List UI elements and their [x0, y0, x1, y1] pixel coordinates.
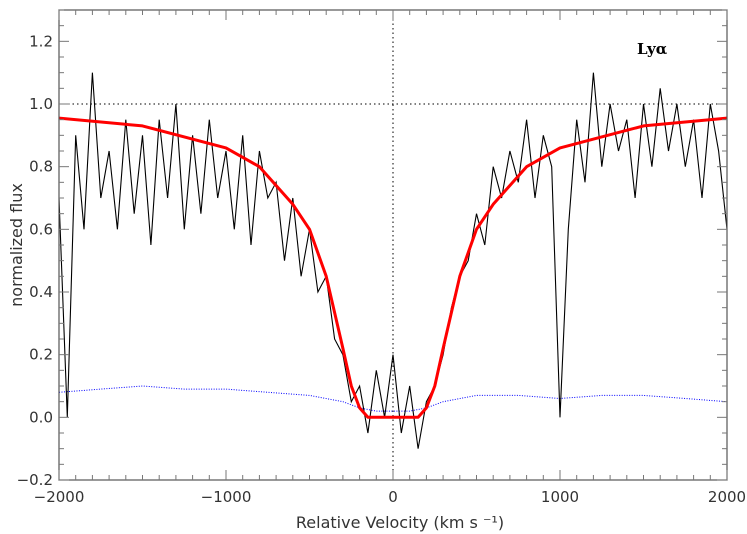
y-tick-label: 0.0: [29, 408, 53, 426]
y-tick-label: 0.6: [29, 220, 53, 238]
axis-ticks: −2000 −1000 0 1000 2000 −0.2 0.0 0.2 0.4 0.6 0.8 1.…: [17, 9, 746, 506]
x-tick-label: 2000: [708, 488, 746, 506]
plot-area: [59, 10, 727, 480]
y-axis-label: normalized flux: [7, 183, 26, 307]
y-tick-label: 0.4: [29, 283, 53, 301]
y-tick-label: 0.2: [29, 346, 53, 364]
x-tick-label: −1000: [201, 488, 252, 506]
y-tick-label: 1.2: [29, 32, 53, 50]
annotation-lya: Lyα: [637, 40, 668, 58]
y-tick-label: 0.8: [29, 158, 53, 176]
y-tick-label: −0.2: [17, 471, 53, 489]
x-axis-label: Relative Velocity (km s ⁻¹): [296, 513, 504, 532]
series-group: [59, 10, 727, 480]
fit-line: [59, 116, 727, 419]
x-tick-label: 0: [388, 488, 398, 506]
x-tick-label: −2000: [34, 488, 85, 506]
spectrum-line: [59, 72, 727, 449]
y-tick-label: 1.0: [29, 95, 53, 113]
x-tick-label: 1000: [541, 488, 579, 506]
